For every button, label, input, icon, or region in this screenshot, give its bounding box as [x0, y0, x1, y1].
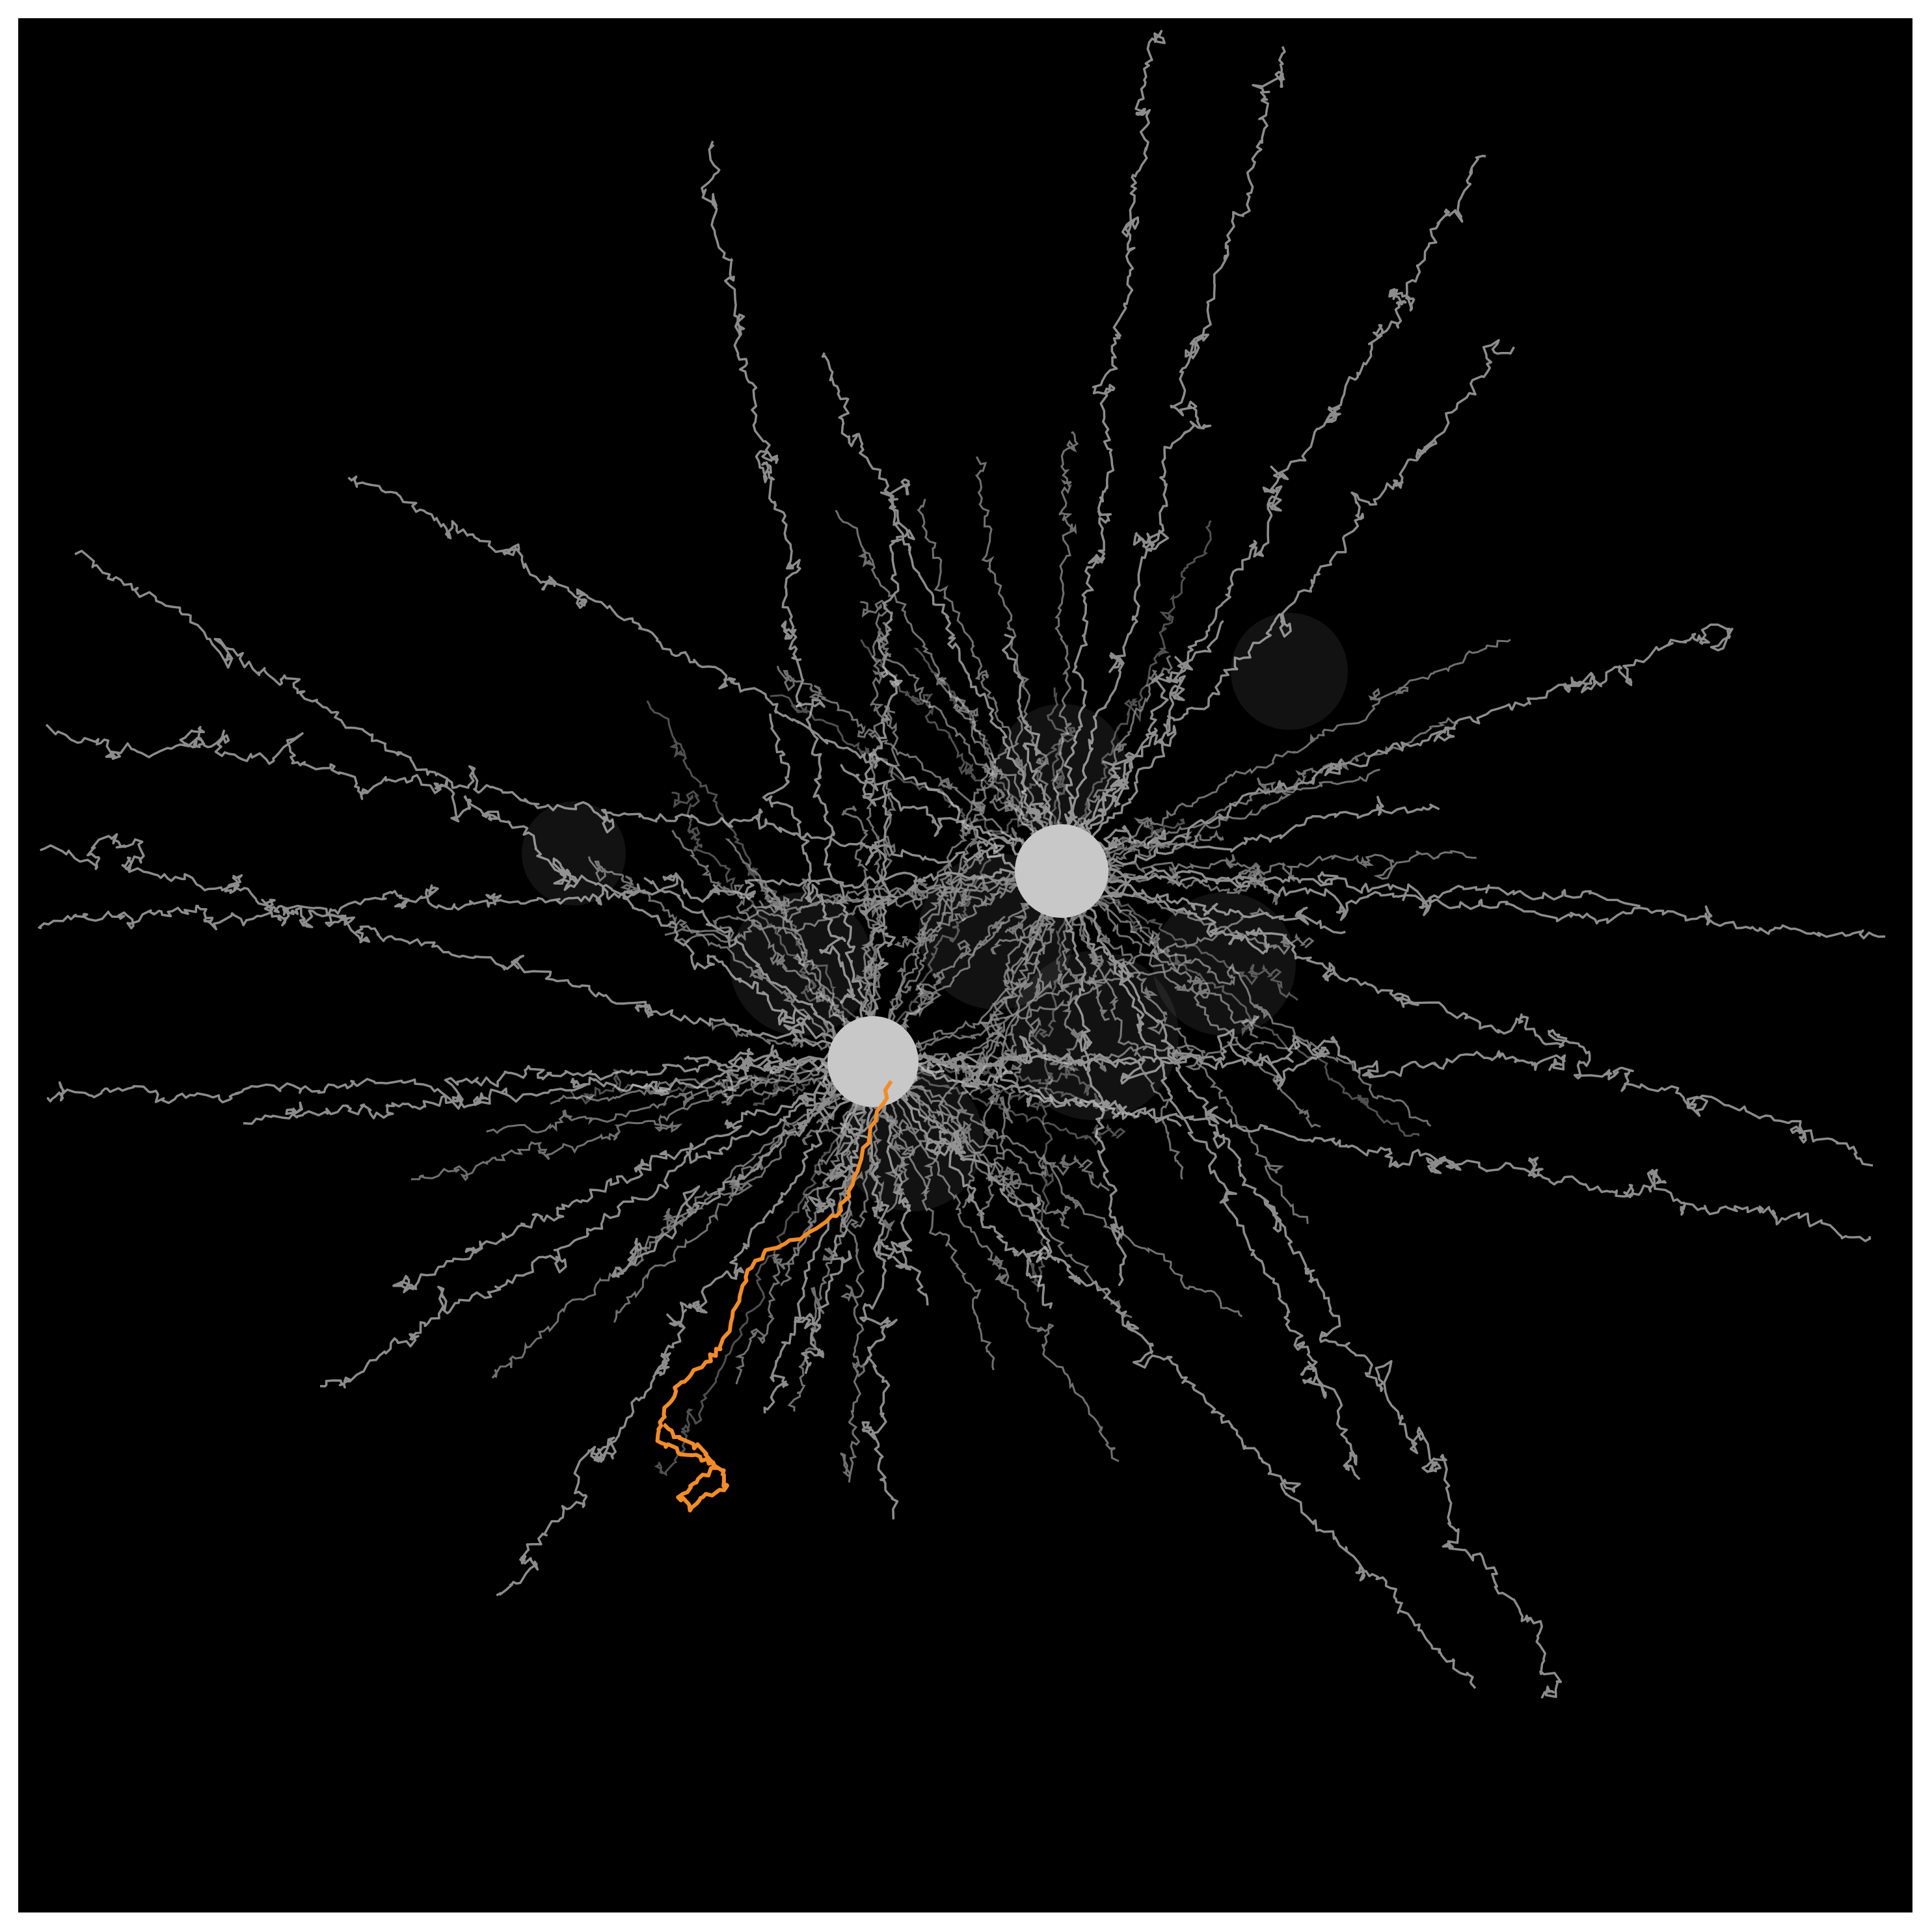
- trajectory: [776, 665, 1066, 876]
- plot-frame: [18, 18, 1912, 1912]
- trajectory: [1061, 861, 1886, 940]
- trajectory: [485, 1054, 876, 1134]
- trajectory: [347, 476, 1065, 874]
- trajectory: [734, 1054, 875, 1385]
- trajectory: [1058, 870, 1259, 1039]
- trajectory: [1028, 870, 1070, 1292]
- trajectory: [872, 1041, 1288, 1073]
- trajectory: [870, 764, 1000, 1064]
- trajectory: [860, 599, 1062, 876]
- dense-cluster-glow: [522, 613, 1348, 1211]
- trajectory: [45, 723, 1066, 873]
- trajectory: [974, 456, 1064, 874]
- trajectory: [1060, 867, 1309, 1224]
- trajectory-canvas: [38, 29, 1886, 1699]
- lower-left-source: [827, 1016, 919, 1107]
- trajectory: [1049, 638, 1511, 877]
- trajectory: [46, 1057, 874, 1110]
- trajectory: [1057, 866, 1873, 1167]
- trajectory: [319, 1060, 874, 1389]
- trajectory: [74, 550, 879, 1062]
- trajectory: [870, 1060, 1133, 1319]
- trajectory: [1060, 339, 1516, 876]
- trajectory: [1061, 850, 1477, 882]
- upper-right-source: [1015, 824, 1108, 918]
- trajectory: [869, 1058, 1477, 1689]
- trajectory: [40, 833, 878, 1064]
- trajectory: [871, 1028, 1566, 1087]
- glow-blob: [730, 892, 873, 1036]
- trajectory: [872, 710, 1023, 1064]
- trajectory: [867, 704, 900, 1064]
- trajectory: [1057, 870, 1361, 1481]
- trajectory: [1059, 870, 1321, 1128]
- trajectory: [392, 1040, 887, 1294]
- trajectory: [38, 868, 1063, 931]
- trajectory: [859, 478, 915, 1063]
- glow-blob: [1010, 951, 1179, 1120]
- trajectory: [1061, 864, 1641, 917]
- glow-blob: [522, 801, 626, 906]
- trajectory: [1060, 716, 1458, 872]
- trajectory: [1060, 870, 1432, 1127]
- glow-blob: [1153, 892, 1296, 1036]
- trajectory: [840, 1061, 881, 1483]
- trajectory: [835, 509, 1062, 874]
- trajectory: [871, 907, 1270, 1063]
- glow-blob: [1231, 613, 1348, 730]
- trajectory: [1058, 29, 1166, 872]
- trajectory: [674, 863, 1065, 944]
- trajectory: [1061, 869, 1184, 1180]
- trajectory: [1060, 46, 1286, 872]
- trajectory: [961, 870, 1064, 1209]
- trajectory: [872, 1060, 995, 1371]
- trajectory: [1060, 154, 1486, 875]
- trajectory: [872, 727, 1077, 1063]
- trajectory: [587, 856, 878, 1066]
- trajectory: [243, 1031, 879, 1125]
- orange-track: [655, 1080, 893, 1512]
- trajectory: [646, 700, 874, 1064]
- trajectory: [821, 352, 1069, 876]
- trajectory: [1052, 431, 1079, 872]
- trajectory: [1060, 796, 1440, 874]
- trajectory: [867, 1061, 1120, 1462]
- trajectory: [860, 639, 1063, 876]
- glow-blob: [997, 704, 1127, 834]
- trajectory: [870, 959, 1192, 1062]
- trajectory: [869, 1060, 1071, 1229]
- trajectory: [1061, 520, 1212, 873]
- trajectory: [1060, 868, 1346, 935]
- trajectory: [613, 1060, 874, 1323]
- trajectory: [794, 1058, 878, 1375]
- trajectory: [410, 1056, 876, 1181]
- trajectory: [872, 1061, 1243, 1318]
- trajectory: [671, 790, 874, 1067]
- trajectory: [496, 1060, 874, 1597]
- trajectory: [917, 498, 1064, 874]
